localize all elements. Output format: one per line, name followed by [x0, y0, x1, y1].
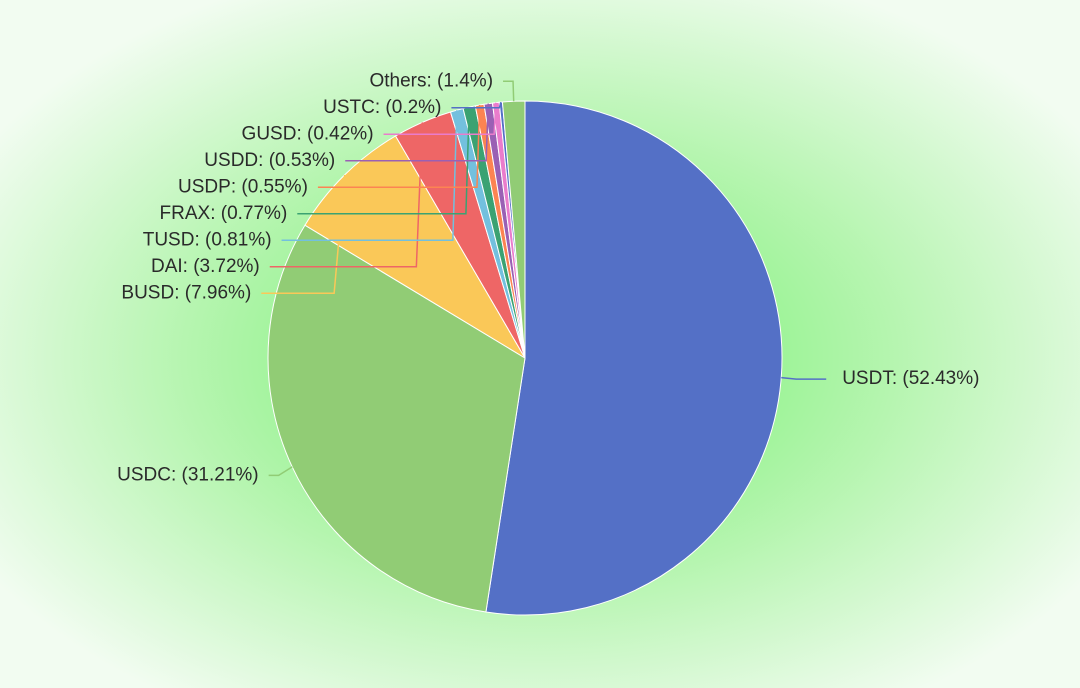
- leader-line: [281, 110, 458, 242]
- leader-line: [268, 466, 293, 477]
- leader-line: [269, 122, 424, 268]
- slice-label: FRAX: (0.77%): [160, 203, 288, 224]
- slice-label: TUSD: (0.81%): [143, 229, 272, 250]
- leader-line: [451, 101, 502, 109]
- slice-label: USTC: (0.2%): [323, 97, 441, 118]
- leader-line: [345, 103, 489, 162]
- slice-label: DAI: (3.72%): [151, 256, 260, 277]
- slice-label: Others: (1.4%): [369, 70, 493, 91]
- slice-label: USDC: (31.21%): [117, 464, 259, 485]
- pie-slice: [267, 224, 526, 613]
- slice-label: USDD: (0.53%): [204, 150, 335, 171]
- leader-line: [383, 102, 497, 136]
- slice-label: GUSD: (0.42%): [242, 123, 374, 144]
- pie: [267, 100, 783, 616]
- slice-label: BUSD: (7.96%): [121, 282, 251, 303]
- slice-label: USDP: (0.55%): [178, 176, 308, 197]
- slice-label: USDT: (52.43%): [842, 368, 979, 389]
- leader-line: [503, 80, 515, 102]
- leader-line: [317, 105, 481, 189]
- leader-line: [297, 107, 470, 215]
- leader-line: [781, 376, 827, 380]
- labels: USDT: (52.43%) USDC: (31.21%) BUSD: (7.96%…: [117, 70, 979, 485]
- pie-slice: [501, 100, 526, 359]
